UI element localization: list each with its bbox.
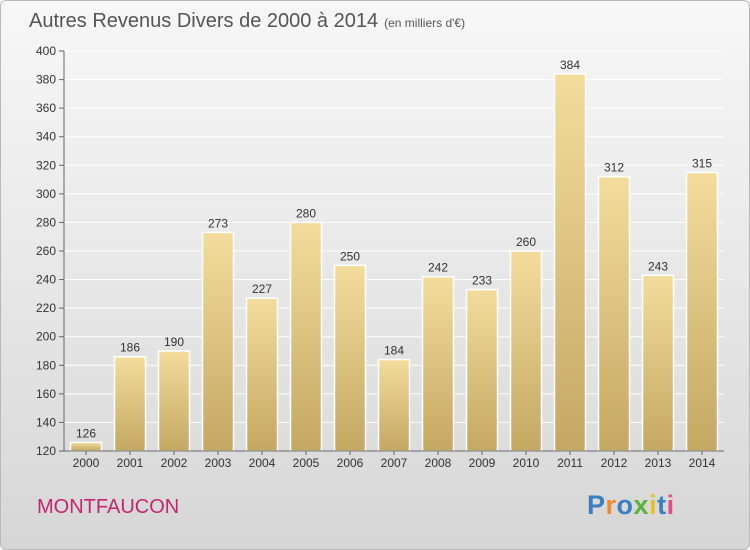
bar-2014 [685, 171, 719, 452]
y-tick-label: 260 [36, 244, 56, 258]
bar-value-label: 273 [208, 216, 228, 230]
bar-2009 [465, 288, 499, 452]
bar-value-label: 312 [604, 161, 624, 175]
bar-value-label: 233 [472, 274, 492, 288]
bar-value-label: 243 [648, 259, 668, 273]
bar-value-label: 280 [296, 206, 316, 220]
y-tick-label: 300 [36, 187, 56, 201]
x-tick-label: 2010 [513, 456, 540, 470]
chart-title: Autres Revenus Divers de 2000 à 2014 (en … [29, 10, 465, 33]
x-tick-label: 2013 [645, 456, 672, 470]
x-tick-label: 2004 [249, 456, 276, 470]
bar-2001 [113, 355, 147, 452]
bar-value-label: 126 [76, 426, 96, 440]
bar-2012 [597, 175, 631, 452]
logo-letter: t [657, 490, 667, 520]
bar-2000 [69, 441, 103, 452]
bar-value-label: 190 [164, 335, 184, 349]
logo-letter: i [666, 490, 675, 520]
y-tick-label: 140 [36, 415, 56, 429]
y-tick-label: 360 [36, 101, 56, 115]
y-tick-label: 340 [36, 130, 56, 144]
x-tick-label: 2014 [689, 456, 716, 470]
y-tick-label: 320 [36, 158, 56, 172]
bar-value-label: 250 [340, 249, 360, 263]
logo-letter: r [605, 490, 617, 520]
logo-letter: i [649, 490, 658, 520]
bar-2005 [289, 221, 323, 452]
logo-letter: P [587, 490, 606, 520]
y-tick-label: 200 [36, 330, 56, 344]
x-tick-label: 2009 [469, 456, 496, 470]
y-tick-label: 220 [36, 301, 56, 315]
bar-2007 [377, 358, 411, 452]
x-tick-label: 2003 [205, 456, 232, 470]
bar-2011 [553, 73, 587, 452]
bar-2013 [641, 274, 675, 452]
y-tick-label: 180 [36, 358, 56, 372]
y-tick-label: 380 [36, 73, 56, 87]
bar-2008 [421, 275, 455, 452]
title-unit: (en milliers d'€) [384, 16, 466, 30]
x-tick-label: 2001 [117, 456, 144, 470]
x-tick-label: 2006 [337, 456, 364, 470]
x-tick-label: 2008 [425, 456, 452, 470]
title-text: Autres Revenus Divers de 2000 à 2014 [29, 10, 379, 32]
bar-value-label: 186 [120, 341, 140, 355]
bar-value-label: 260 [516, 235, 536, 249]
bar-value-label: 315 [692, 156, 712, 170]
y-tick-label: 120 [36, 444, 56, 458]
commune-name: MONTFAUCON [37, 496, 180, 518]
bar-2002 [157, 350, 191, 452]
bar-value-label: 227 [252, 282, 272, 296]
bar-value-label: 242 [428, 261, 448, 275]
y-tick-label: 160 [36, 387, 56, 401]
proxiti-logo: Proxiti [587, 490, 675, 521]
bar-2010 [509, 250, 543, 452]
x-tick-label: 2012 [601, 456, 628, 470]
x-tick-label: 2007 [381, 456, 408, 470]
bar-2003 [201, 231, 235, 452]
x-tick-label: 2005 [293, 456, 320, 470]
bar-2006 [333, 264, 367, 452]
bar-value-label: 384 [560, 58, 580, 72]
bar-2004 [245, 297, 279, 452]
bar-chart: 126 186 190 273 227 280 250 184 242 233 260 384 312 2… [36, 44, 724, 470]
x-tick-label: 2000 [73, 456, 100, 470]
logo-letter: o [616, 490, 634, 520]
logo-letter: x [633, 490, 650, 520]
bar-value-label: 184 [384, 344, 404, 358]
x-tick-label: 2002 [161, 456, 188, 470]
y-tick-label: 400 [36, 44, 56, 58]
x-tick-label: 2011 [557, 456, 583, 470]
y-tick-label: 240 [36, 273, 56, 287]
y-tick-label: 280 [36, 215, 56, 229]
